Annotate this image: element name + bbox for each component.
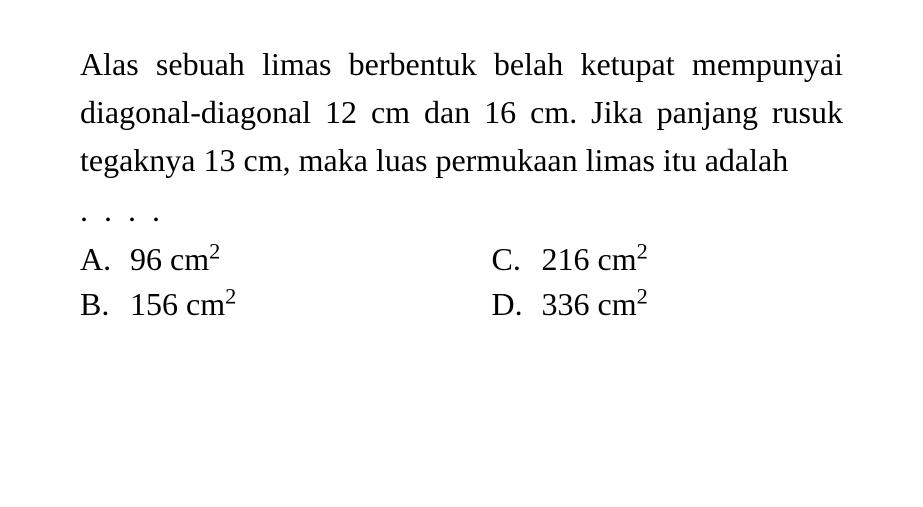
option-a-exponent: 2 [209, 238, 220, 263]
ellipsis-dots: . . . . [80, 192, 843, 229]
option-d-letter: D. [492, 286, 542, 323]
option-d-exponent: 2 [637, 283, 648, 308]
option-a-value: 96 cm2 [130, 241, 220, 278]
option-c-letter: C. [492, 241, 542, 278]
option-b-base: 156 cm [130, 286, 225, 322]
option-a-base: 96 cm [130, 241, 209, 277]
option-b-letter: B. [80, 286, 130, 323]
option-d-base: 336 cm [542, 286, 637, 322]
option-a: A. 96 cm2 [80, 241, 432, 278]
option-c-value: 216 cm2 [542, 241, 648, 278]
option-b: B. 156 cm2 [80, 286, 432, 323]
option-b-value: 156 cm2 [130, 286, 236, 323]
option-b-exponent: 2 [225, 283, 236, 308]
option-d: D. 336 cm2 [492, 286, 844, 323]
option-d-value: 336 cm2 [542, 286, 648, 323]
option-a-letter: A. [80, 241, 130, 278]
option-c-exponent: 2 [637, 238, 648, 263]
option-c: C. 216 cm2 [492, 241, 844, 278]
question-text: Alas sebuah limas berbentuk belah ketupa… [80, 40, 843, 184]
option-c-base: 216 cm [542, 241, 637, 277]
options-grid: A. 96 cm2 C. 216 cm2 B. 156 cm2 D. 336 c… [80, 241, 843, 323]
